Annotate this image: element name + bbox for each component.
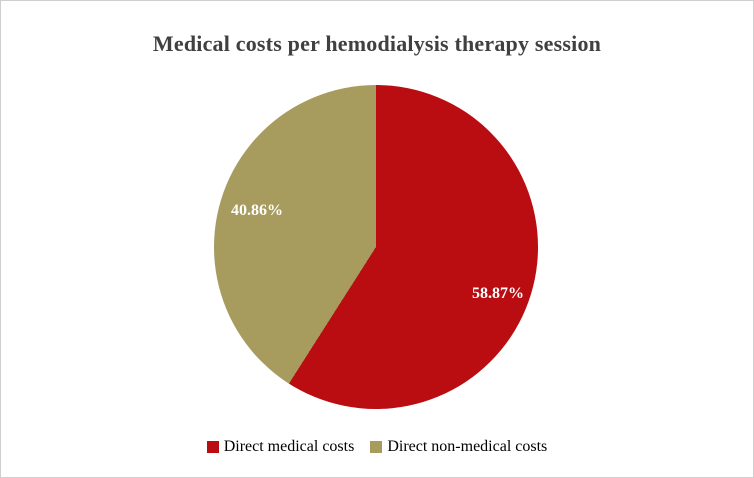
legend-label-direct-non-medical: Direct non-medical costs [387,438,548,455]
legend-item-direct-non-medical: Direct non-medical costs [370,438,547,456]
legend-label-direct-medical: Direct medical costs [223,438,355,455]
pie [214,85,538,409]
legend-item-direct-medical: Direct medical costs [206,438,355,456]
slice-label-direct-medical: 58.87% [472,285,524,302]
legend-swatch-direct-non-medical [370,441,383,453]
legend: Direct medical costs Direct non-medical … [1,438,753,456]
slice-label-direct-non-medical: 40.86% [231,202,283,219]
legend-swatch-direct-medical [206,441,219,453]
chart-title: Medical costs per hemodialysis therapy s… [152,31,602,56]
